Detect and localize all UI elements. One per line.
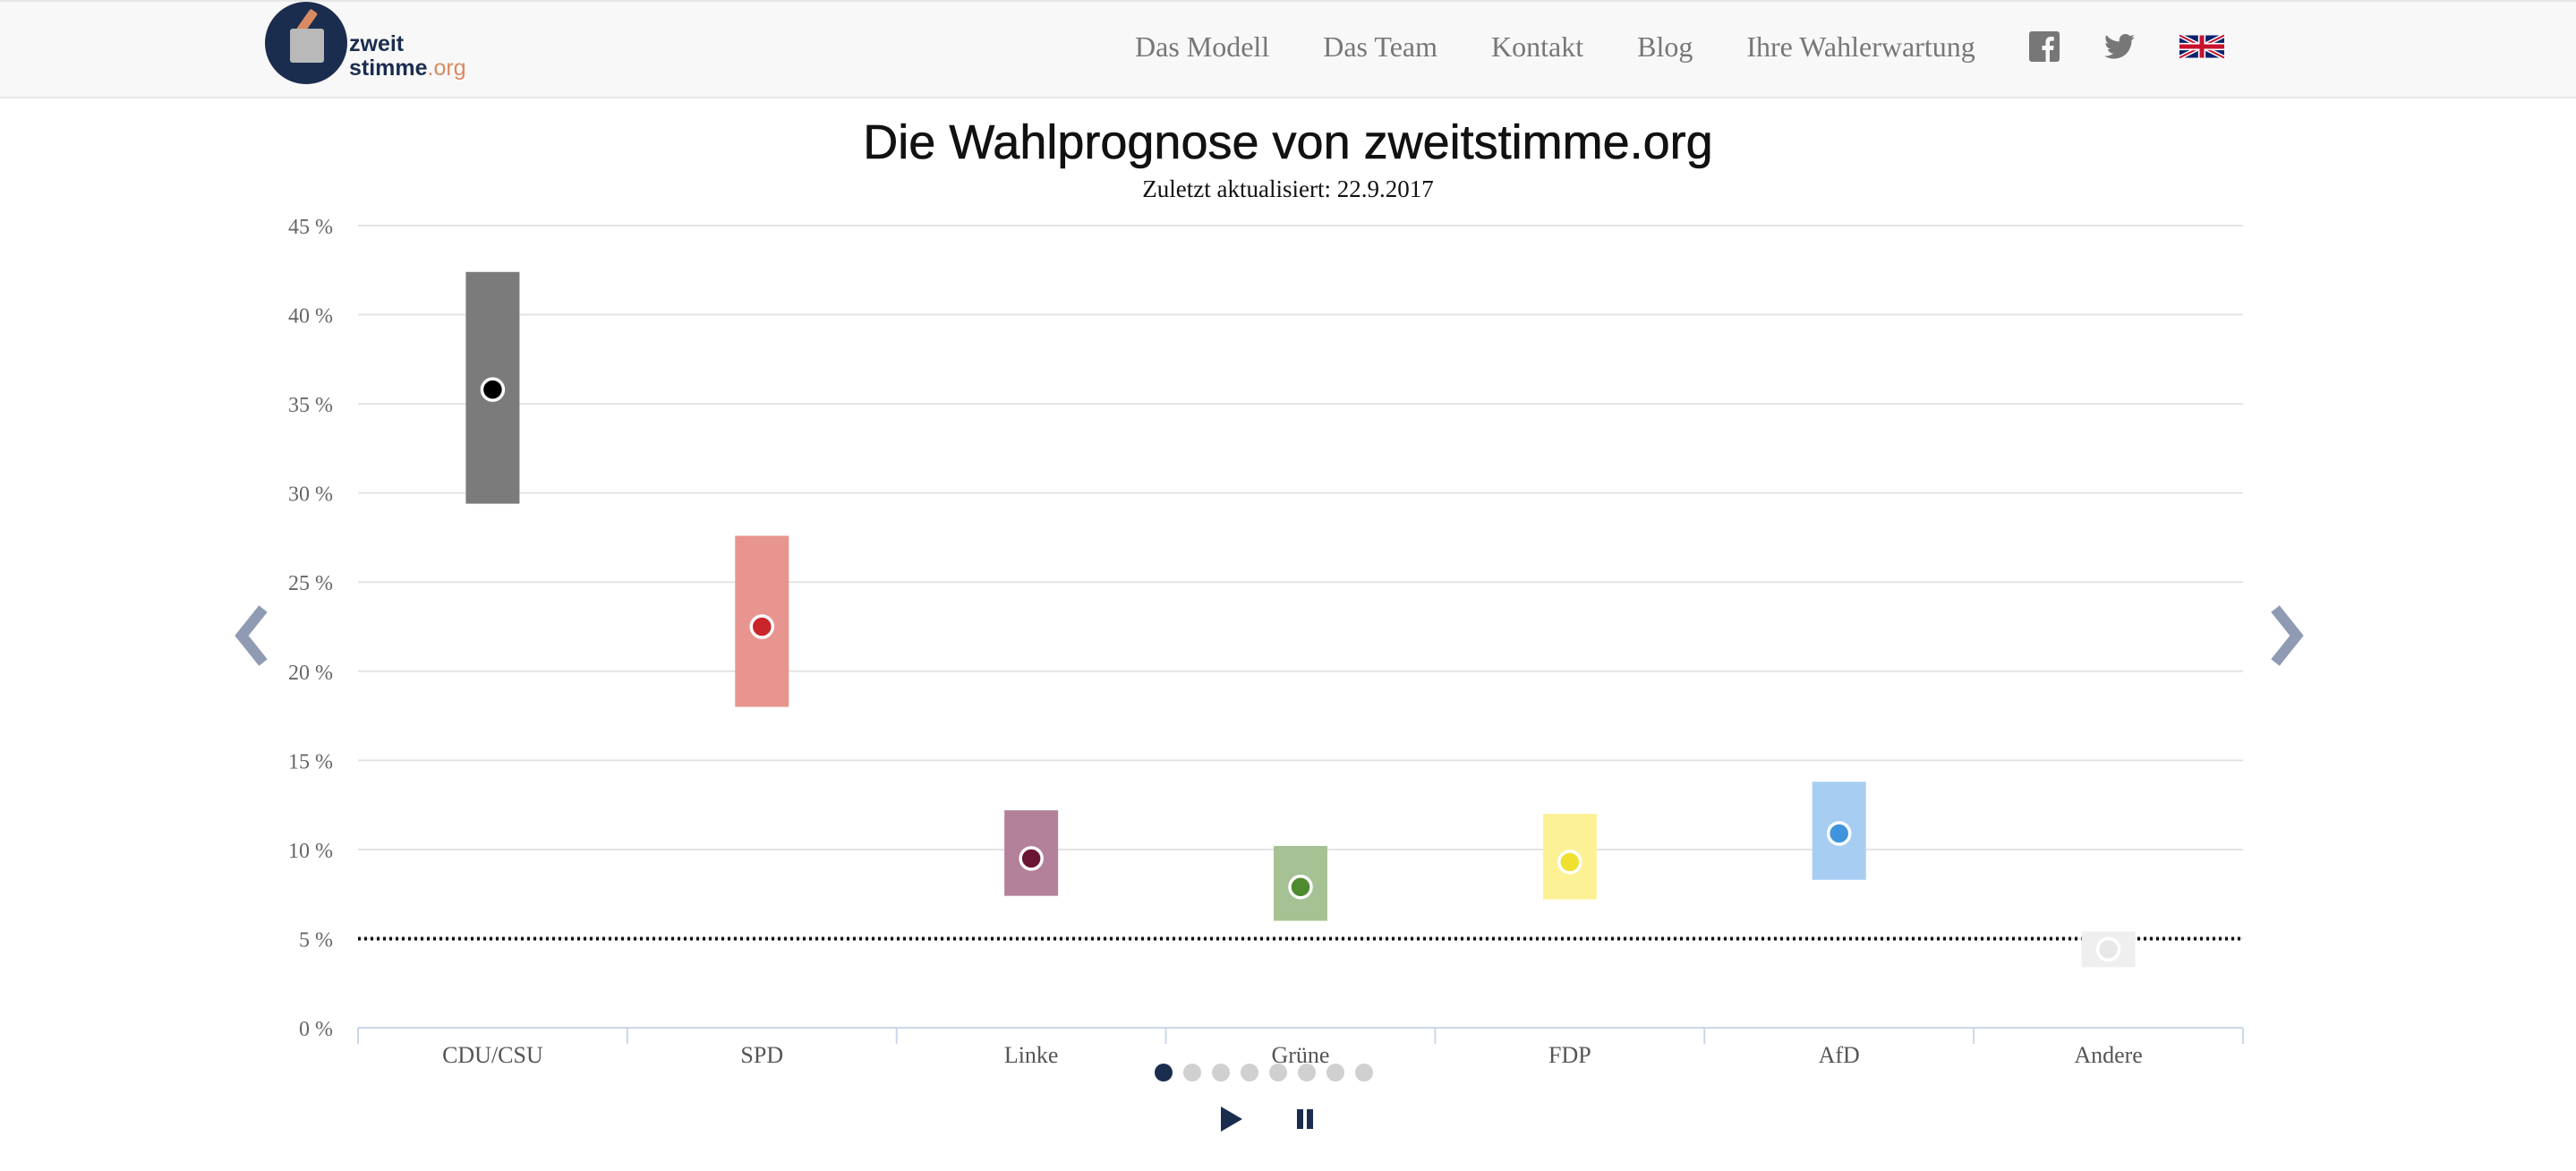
estimate-point	[1826, 821, 1852, 846]
logo-text-org: .org	[427, 56, 466, 81]
navbar: zweit stimme.org Das Modell Das Team Kon…	[0, 0, 2576, 98]
logo-text-line2: stimme.org	[349, 56, 466, 81]
page-subtitle: Zuletzt aktualisiert: 22.9.2017	[1142, 175, 1434, 202]
estimate-point	[1557, 850, 1582, 875]
nav-item-das-team[interactable]: Das Team	[1323, 30, 1437, 63]
chevron-left-icon[interactable]	[227, 600, 281, 671]
y-tick-label: 5 %	[299, 928, 333, 952]
nav-item-blog[interactable]: Blog	[1637, 30, 1693, 63]
nav-item-ihre-wahlerwartung[interactable]: Ihre Wahlerwartung	[1746, 30, 1975, 63]
x-tick-label: SPD	[740, 1042, 783, 1068]
pause-icon[interactable]	[1287, 1101, 1323, 1137]
chevron-right-icon[interactable]	[2257, 600, 2311, 671]
estimate-point	[749, 614, 775, 639]
estimate-point	[2095, 936, 2121, 962]
logo-text-stimme: stimme	[349, 56, 428, 81]
logo-text: zweit stimme.org	[349, 32, 466, 81]
y-tick-label: 45 %	[288, 216, 333, 239]
play-icon[interactable]	[1212, 1101, 1248, 1137]
y-tick-label: 10 %	[288, 840, 333, 863]
nav-menu: Das Modell Das Team Kontakt Blog Ihre Wa…	[1135, 27, 2225, 66]
twitter-icon[interactable]	[2103, 31, 2135, 62]
carousel-dots	[1155, 1064, 1373, 1081]
carousel-dot[interactable]	[1269, 1064, 1287, 1081]
carousel-dot[interactable]	[1326, 1064, 1344, 1081]
nav-item-das-modell[interactable]: Das Modell	[1135, 30, 1270, 63]
logo-circle	[265, 2, 347, 84]
estimate-point	[1019, 846, 1044, 871]
carousel-dot[interactable]	[1298, 1064, 1316, 1081]
estimate-point	[480, 377, 506, 402]
facebook-icon[interactable]	[2028, 31, 2060, 62]
carousel-dot[interactable]	[1355, 1064, 1373, 1081]
x-tick-label: Linke	[1004, 1042, 1059, 1068]
y-tick-label: 40 %	[288, 305, 333, 329]
x-tick-label: Andere	[2074, 1042, 2143, 1068]
site-logo[interactable]: zweit stimme.org	[265, 2, 498, 91]
y-tick-label: 20 %	[288, 662, 333, 685]
logo-text-line1: zweit	[349, 31, 405, 56]
carousel-dot[interactable]	[1155, 1064, 1173, 1081]
carousel-dot[interactable]	[1241, 1064, 1258, 1081]
carousel-dot[interactable]	[1183, 1064, 1201, 1081]
nav-item-kontakt[interactable]: Kontakt	[1491, 30, 1584, 63]
x-tick-label: FDP	[1548, 1042, 1591, 1068]
ballot-box-icon	[290, 29, 324, 63]
y-tick-label: 35 %	[288, 394, 333, 417]
y-tick-label: 15 %	[288, 750, 333, 774]
carousel-dot[interactable]	[1212, 1064, 1230, 1081]
y-tick-label: 25 %	[288, 572, 333, 595]
y-tick-label: 0 %	[299, 1018, 333, 1041]
y-tick-label: 30 %	[288, 483, 333, 507]
estimate-point	[1288, 874, 1313, 900]
x-tick-label: AfD	[1819, 1042, 1860, 1068]
page-title: Die Wahlprognose von zweitstimme.org	[863, 115, 1713, 170]
x-tick-label: CDU/CSU	[442, 1042, 543, 1068]
uk-flag-icon[interactable]	[2178, 33, 2225, 60]
